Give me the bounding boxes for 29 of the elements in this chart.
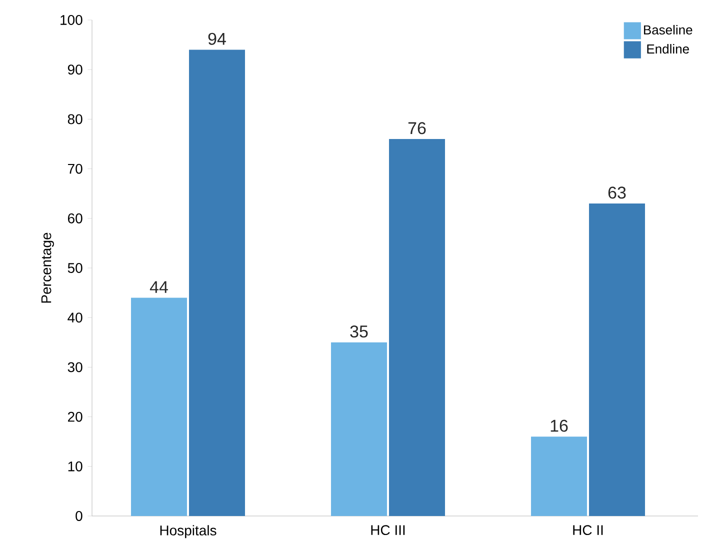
bar	[531, 436, 588, 516]
bar	[189, 50, 245, 516]
y-tick-label: 20	[68, 412, 82, 422]
y-axis-title: Percentage	[41, 232, 54, 303]
bar	[589, 204, 646, 516]
y-tick-label: 0	[76, 511, 82, 521]
bar	[331, 342, 388, 516]
y-tick-label: 10	[68, 461, 82, 472]
y-tick-label: 30	[68, 362, 82, 372]
x-tick-label: HC II	[573, 525, 603, 536]
y-tick-label: 100	[60, 15, 82, 25]
data-label: 76	[408, 122, 426, 134]
legend-label: Endline	[647, 44, 689, 54]
data-label: 44	[150, 281, 168, 293]
data-label: 16	[550, 420, 568, 432]
legend-label: Baseline	[644, 24, 692, 35]
y-tick-label: 90	[68, 64, 82, 75]
data-label: 94	[208, 32, 226, 45]
x-tick-label: Hospitals	[160, 525, 216, 538]
data-label: 63	[608, 186, 626, 199]
y-tick-label: 50	[68, 263, 82, 273]
y-tick-label: 60	[68, 213, 82, 224]
y-tick-label: 40	[68, 312, 82, 323]
bar	[131, 298, 188, 516]
x-tick-label: HC III	[371, 525, 405, 536]
data-label: 35	[350, 325, 368, 338]
y-tick-label: 70	[68, 164, 82, 174]
y-tick-label: 80	[68, 114, 82, 124]
bar	[389, 139, 446, 516]
